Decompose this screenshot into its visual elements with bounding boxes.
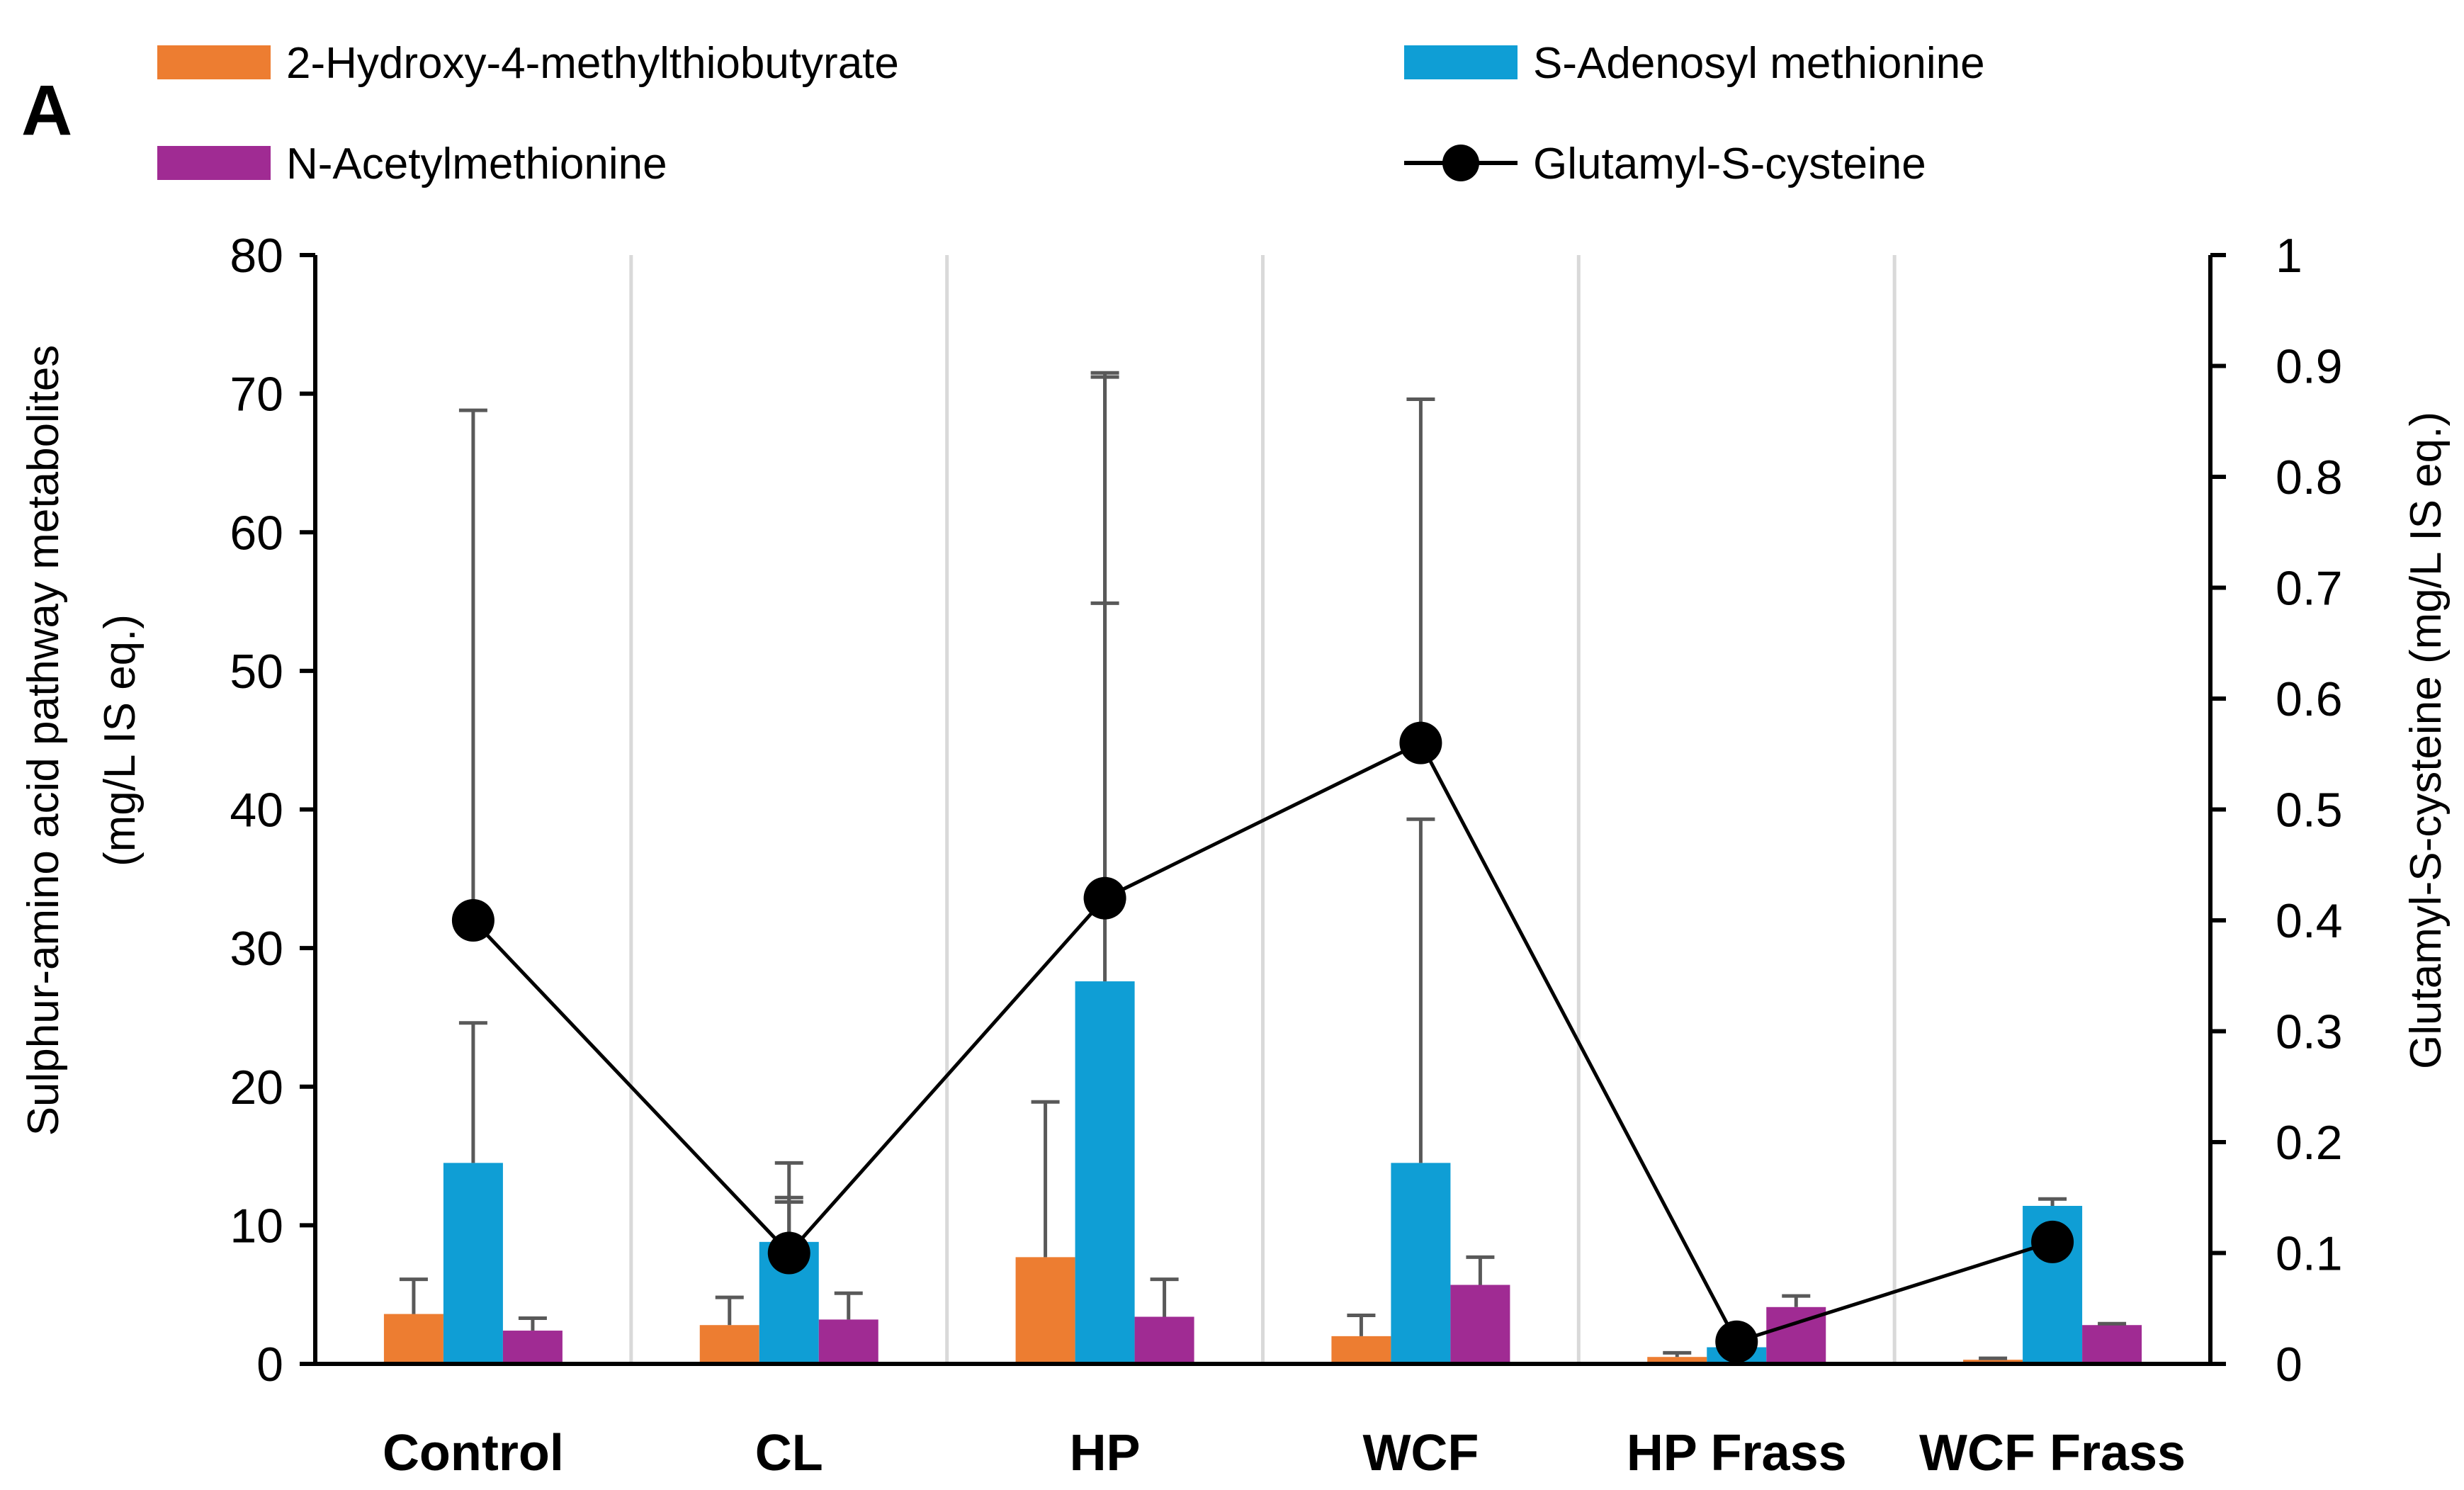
glutamyl-point-2 [767, 1231, 810, 1275]
tick-left-label-2: 20 [230, 1061, 283, 1114]
tick-right-label-1: 0.1 [2276, 1227, 2343, 1281]
tick-left-label-5: 50 [230, 645, 283, 699]
bar-s1-hp-frass [1647, 1357, 1707, 1364]
category-label-6: WCF Frass [1919, 1425, 2186, 1481]
tick-right-label-4: 0.4 [2276, 894, 2343, 948]
tick-right-label-10: 1 [2276, 229, 2302, 283]
tick-right-label-2: 0.2 [2276, 1116, 2343, 1170]
bar-s1-cl [699, 1325, 759, 1364]
legend-item-3-swatch [157, 146, 271, 180]
category-label-3: HP [1070, 1425, 1141, 1481]
right-tick-labels: 0 0.1 0.2 0.3 0.4 0.5 0.6 0.7 0.8 0.9 1 [2210, 229, 2343, 1392]
legend-item-1-label: 2-Hydroxy-4-methylthiobutyrate [286, 39, 899, 88]
line-series [451, 721, 2074, 1363]
legend-item-3-label: N-Acetylmethionine [286, 140, 667, 188]
legend-item-1-swatch [157, 45, 271, 79]
tick-left-label-0: 0 [256, 1338, 283, 1392]
tick-right-label-7: 0.7 [2276, 562, 2343, 616]
category-label-4: WCF [1362, 1425, 1479, 1481]
bar-s2-wcf [1391, 1163, 1451, 1364]
legend-item-4-marker [1442, 145, 1479, 181]
bar-s2-control [443, 1163, 503, 1364]
tick-left-label-7: 70 [230, 368, 283, 422]
category-label-2: CL [755, 1425, 823, 1481]
tick-left-label-1: 10 [230, 1199, 283, 1253]
bars [383, 981, 2142, 1364]
bar-s3-hp [1134, 1316, 1194, 1364]
bar-s3-wcf-frass [2082, 1325, 2142, 1364]
tick-right-label-0: 0 [2276, 1338, 2302, 1392]
glutamyl-point-5 [1715, 1320, 1758, 1363]
bar-s3-cl [818, 1319, 878, 1364]
y-left-title-line2: (mg/L IS eq.) [96, 614, 145, 867]
bar-s1-hp [1015, 1257, 1075, 1364]
tick-right-label-6: 0.6 [2276, 672, 2343, 726]
left-tick-labels: 0 10 20 30 40 50 60 70 80 [230, 229, 315, 1392]
legend-item-2-swatch [1404, 45, 1518, 79]
tick-left-label-8: 80 [230, 229, 283, 283]
tick-right-label-9: 0.9 [2276, 340, 2343, 394]
glutamyl-point-6 [2031, 1220, 2074, 1263]
category-label-1: Control [383, 1425, 564, 1481]
panel-label: A [21, 71, 72, 150]
glutamyl-point-1 [451, 899, 495, 942]
tick-left-label-3: 30 [230, 922, 283, 976]
legend-item-4-label: Glutamyl-S-cysteine [1533, 140, 1926, 188]
category-label-5: HP Frass [1627, 1425, 1847, 1481]
y-left-title-line1: Sulphur-amino acid pathway metabolites [19, 345, 68, 1136]
glutamyl-point-4 [1399, 721, 1442, 764]
bar-s3-control [502, 1331, 563, 1364]
legend: 2-Hydroxy-4-methylthiobutyrate S-Adenosyl… [157, 39, 1985, 188]
tick-right-label-3: 0.3 [2276, 1005, 2343, 1059]
tick-left-label-4: 40 [230, 784, 283, 837]
y-right-title: Glutamyl-S-cysteine (mg/L IS eq.) [2402, 412, 2451, 1069]
bar-s1-control [383, 1314, 443, 1364]
tick-right-label-5: 0.5 [2276, 784, 2343, 837]
category-labels: Control CL HP WCF HP Frass WCF Frass [383, 1425, 2186, 1481]
tick-left-label-6: 60 [230, 506, 283, 560]
bar-s2-hp [1075, 981, 1135, 1364]
bar-s1-wcf [1331, 1336, 1391, 1364]
tick-right-label-8: 0.8 [2276, 451, 2343, 504]
bar-s3-wcf [1450, 1285, 1510, 1364]
glutamyl-point-3 [1083, 876, 1126, 920]
glutamyl-line [472, 740, 2053, 1344]
legend-item-2-label: S-Adenosyl methionine [1533, 39, 1985, 88]
